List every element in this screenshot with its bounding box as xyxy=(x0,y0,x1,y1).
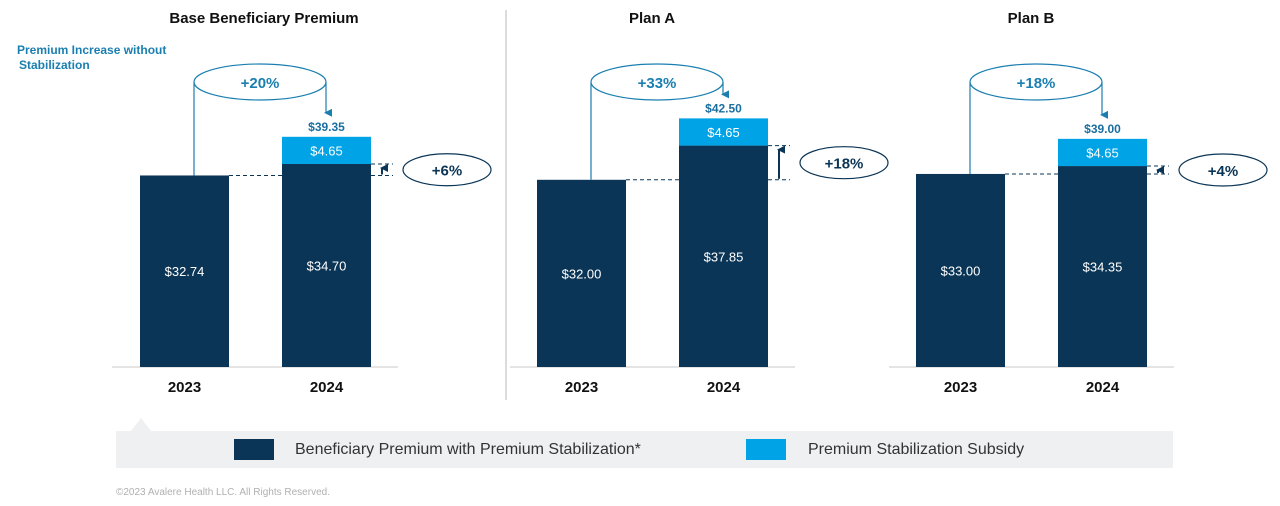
bar-label-2024-1: $37.85 xyxy=(704,249,744,264)
arc-ellipse-1 xyxy=(590,63,724,101)
panel-title-1: Plan A xyxy=(629,10,675,27)
panel-title-2: Plan B xyxy=(1008,10,1055,27)
increase-with-stabilization-0: +6% xyxy=(432,163,462,180)
bar-2024-premium-0 xyxy=(282,164,371,367)
increase-without-stabilization-2: +18% xyxy=(1017,75,1056,92)
arc-ellipse-0 xyxy=(193,63,327,101)
legend-swatch-subsidy xyxy=(746,439,786,460)
arc-ellipse-2 xyxy=(969,63,1103,101)
bar-2024-subsidy-1 xyxy=(679,118,768,146)
bar-label-2024-2: $34.35 xyxy=(1083,260,1123,275)
legend-swatch-premium xyxy=(234,439,274,460)
bar-2024-premium-2 xyxy=(1058,166,1147,367)
increase-with-stabilization-1: +18% xyxy=(825,156,864,173)
increase-without-stabilization-1: +33% xyxy=(638,75,677,92)
category-label-2023-1: 2023 xyxy=(565,379,598,396)
bar-2024-subsidy-2 xyxy=(1058,138,1147,167)
bar-2023-premium-1 xyxy=(537,179,626,367)
legend-label-premium: Beneficiary Premium with Premium Stabili… xyxy=(295,441,641,458)
category-label-2024-0: 2024 xyxy=(310,379,344,396)
bar-label-2023-1: $32.00 xyxy=(562,266,602,281)
bar-2024-premium-1 xyxy=(679,145,768,367)
increase-badge-1 xyxy=(799,146,889,180)
annotation-label: Premium Increase without Stabilization xyxy=(17,43,166,72)
bar-label-2023-0: $32.74 xyxy=(165,264,205,279)
chart-legend: Beneficiary Premium with Premium Stabili… xyxy=(116,431,1173,468)
increase-badge-2 xyxy=(1178,153,1268,187)
increase-with-stabilization-2: +4% xyxy=(1208,163,1238,180)
total-label-2024-1: $42.50 xyxy=(705,101,742,115)
bar-2023-premium-2 xyxy=(916,173,1005,367)
legend-pointer xyxy=(131,418,151,431)
bar-2023-premium-0 xyxy=(140,175,229,367)
bar-2024-subsidy-0 xyxy=(282,136,371,165)
category-label-2024-1: 2024 xyxy=(707,379,741,396)
copyright-notice: ©2023 Avalere Health LLC. All Rights Res… xyxy=(116,487,330,498)
category-label-2023-2: 2023 xyxy=(944,379,977,396)
subsidy-label-2024-2: $4.65 xyxy=(1086,145,1119,160)
increase-badge-0 xyxy=(402,153,492,187)
subsidy-label-2024-1: $4.65 xyxy=(707,125,740,140)
total-label-2024-2: $39.00 xyxy=(1084,122,1121,136)
panel-title-0: Base Beneficiary Premium xyxy=(169,10,358,27)
category-label-2024-2: 2024 xyxy=(1086,379,1120,396)
subsidy-label-2024-0: $4.65 xyxy=(310,143,343,158)
bar-label-2024-0: $34.70 xyxy=(307,259,347,274)
increase-without-stabilization-0: +20% xyxy=(241,75,280,92)
legend-label-subsidy: Premium Stabilization Subsidy xyxy=(808,441,1025,458)
category-label-2023-0: 2023 xyxy=(168,379,201,396)
bar-label-2023-2: $33.00 xyxy=(941,263,981,278)
total-label-2024-0: $39.35 xyxy=(308,120,345,134)
